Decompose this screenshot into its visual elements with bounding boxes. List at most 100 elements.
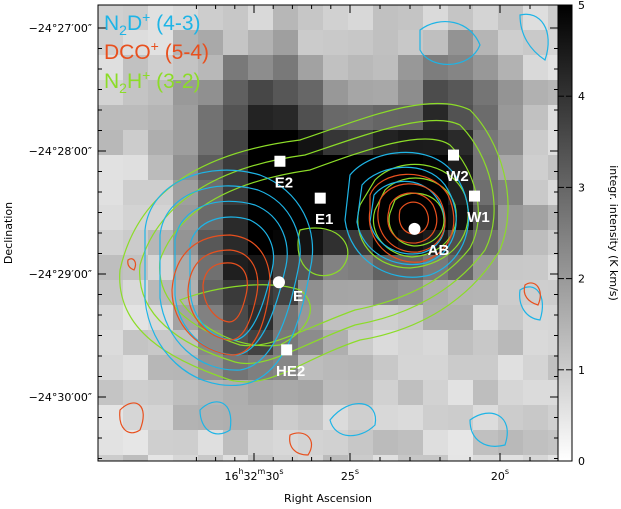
intensity-pixel xyxy=(523,380,548,405)
y-tick-label: −24°29′00″ xyxy=(29,268,92,281)
intensity-pixel xyxy=(98,355,123,380)
intensity-pixel xyxy=(148,80,173,105)
intensity-pixel xyxy=(448,305,473,330)
intensity-pixel xyxy=(223,30,248,55)
intensity-pixel xyxy=(448,330,473,355)
intensity-pixel xyxy=(423,330,448,355)
intensity-pixel xyxy=(248,55,273,80)
intensity-pixel xyxy=(348,5,373,30)
intensity-pixel xyxy=(498,30,523,55)
intensity-pixel xyxy=(123,55,148,80)
intensity-pixel xyxy=(123,80,148,105)
intensity-pixel xyxy=(498,430,523,455)
intensity-pixel xyxy=(323,230,348,255)
intensity-pixel xyxy=(348,455,373,461)
intensity-pixel xyxy=(373,405,398,430)
intensity-pixel xyxy=(523,5,548,30)
intensity-pixel xyxy=(323,455,348,461)
intensity-pixel xyxy=(273,55,298,80)
intensity-pixel xyxy=(323,355,348,380)
legend: N2D+ (4-3)DCO+ (5-4) N2H+ (3-2) xyxy=(104,9,209,96)
intensity-pixel xyxy=(148,430,173,455)
intensity-pixel xyxy=(348,55,373,80)
intensity-pixel xyxy=(348,80,373,105)
colorbar: 0 1 2 3 4 5 integr. intensity (K km/s) xyxy=(557,0,620,468)
intensity-pixel xyxy=(173,30,198,55)
intensity-pixel xyxy=(323,330,348,355)
intensity-pixel xyxy=(98,55,123,80)
intensity-pixel xyxy=(223,430,248,455)
intensity-pixel xyxy=(123,30,148,55)
intensity-pixel xyxy=(348,380,373,405)
colorbar-tick-label: 2 xyxy=(578,273,585,286)
intensity-pixel xyxy=(498,80,523,105)
legend-entry: N2D+ (4-3) xyxy=(104,9,201,38)
intensity-pixel xyxy=(248,5,273,30)
intensity-pixel xyxy=(198,130,223,155)
y-axis-label: Declination xyxy=(2,202,15,264)
intensity-pixel xyxy=(248,355,273,380)
intensity-pixel xyxy=(98,380,123,405)
intensity-pixel xyxy=(498,255,523,280)
source-label-e2: E2 xyxy=(275,174,293,191)
intensity-pixel xyxy=(398,405,423,430)
intensity-pixel xyxy=(473,230,498,255)
intensity-pixel xyxy=(98,180,123,205)
axis-ticks: −24°27′00″ −24°28′00″ −24°29′00″ −24°30′00″… xyxy=(29,5,558,483)
intensity-pixel xyxy=(148,205,173,230)
intensity-pixel xyxy=(523,330,548,355)
intensity-pixel xyxy=(348,355,373,380)
intensity-pixel xyxy=(273,230,298,255)
intensity-pixel xyxy=(148,355,173,380)
intensity-pixel xyxy=(248,455,273,461)
intensity-pixel xyxy=(198,380,223,405)
intensity-pixel xyxy=(323,205,348,230)
source-marker-e2 xyxy=(274,155,286,167)
intensity-pixel xyxy=(273,455,298,461)
intensity-pixel xyxy=(298,30,323,55)
intensity-pixel xyxy=(423,280,448,305)
source-marker-w1 xyxy=(469,190,480,202)
intensity-pixel xyxy=(348,155,373,180)
intensity-pixel xyxy=(223,255,248,280)
intensity-pixel xyxy=(298,155,323,180)
intensity-pixel xyxy=(98,30,123,55)
intensity-pixel xyxy=(148,55,173,80)
intensity-pixel xyxy=(473,55,498,80)
intensity-pixel xyxy=(148,455,173,461)
x-axis-label: Right Ascension xyxy=(284,492,372,505)
intensity-pixel xyxy=(448,405,473,430)
intensity-pixel xyxy=(348,30,373,55)
intensity-pixel xyxy=(148,30,173,55)
intensity-pixel xyxy=(498,155,523,180)
intensity-pixel xyxy=(423,380,448,405)
intensity-pixel xyxy=(248,130,273,155)
intensity-pixel xyxy=(473,155,498,180)
intensity-pixel xyxy=(148,405,173,430)
intensity-pixel xyxy=(498,280,523,305)
intensity-pixel xyxy=(248,155,273,180)
intensity-pixel xyxy=(348,280,373,305)
intensity-pixel xyxy=(123,405,148,430)
intensity-pixel xyxy=(523,230,548,255)
intensity-pixel xyxy=(298,455,323,461)
intensity-pixel xyxy=(173,455,198,461)
intensity-pixel xyxy=(323,130,348,155)
intensity-pixel xyxy=(223,5,248,30)
colorbar-tick-label: 0 xyxy=(578,455,585,468)
intensity-pixel xyxy=(248,405,273,430)
intensity-pixel xyxy=(223,55,248,80)
intensity-pixel xyxy=(323,405,348,430)
intensity-pixel xyxy=(323,380,348,405)
intensity-pixel xyxy=(448,355,473,380)
intensity-pixel xyxy=(373,430,398,455)
intensity-pixel xyxy=(123,105,148,130)
intensity-pixel xyxy=(448,380,473,405)
intensity-pixel xyxy=(498,230,523,255)
intensity-pixel xyxy=(423,30,448,55)
dco-contours xyxy=(119,173,541,456)
source-marker-w2 xyxy=(448,149,459,161)
intensity-pixel xyxy=(298,105,323,130)
intensity-pixel xyxy=(473,80,498,105)
intensity-pixel xyxy=(273,80,298,105)
